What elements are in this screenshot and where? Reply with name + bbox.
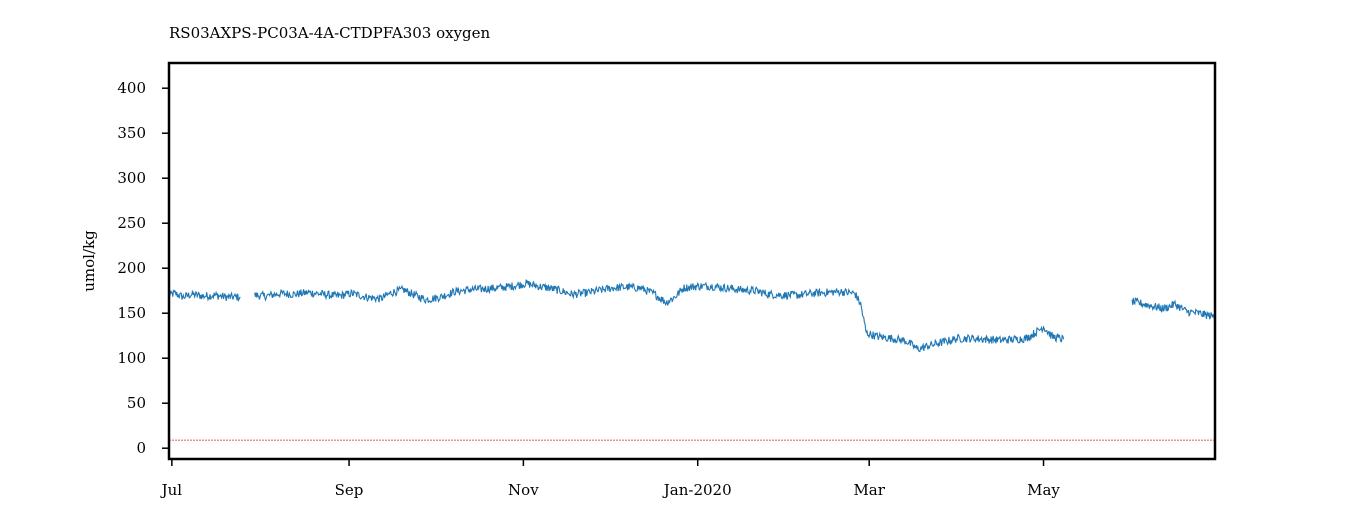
- y-axis-label: umol/kg: [80, 230, 98, 292]
- oxygen-series-line-segment-3: [1131, 297, 1216, 321]
- oxygen-series-line-segment-1: [168, 288, 241, 303]
- y-tick-label: 350: [117, 124, 146, 142]
- x-tick-label: Mar: [853, 481, 885, 499]
- plot-frame: [167, 61, 1217, 461]
- y-tick-label: 0: [136, 439, 146, 457]
- x-tick-label: Jul: [160, 481, 183, 499]
- y-tick-label: 200: [117, 259, 146, 277]
- y-tick-label: 400: [117, 79, 146, 97]
- chart-title: RS03AXPS-PC03A-4A-CTDPFA303 oxygen: [169, 24, 491, 42]
- y-tick-label: 50: [127, 394, 146, 412]
- y-tick-label: 300: [117, 169, 146, 187]
- x-tick-label: Jan-2020: [662, 481, 732, 499]
- oxygen-series-line-segment-2: [254, 279, 1065, 353]
- x-tick-label: Nov: [508, 481, 539, 499]
- y-tick-label: 150: [117, 304, 146, 322]
- y-tick-label: 100: [117, 349, 146, 367]
- axes: 0 50 100 150 200 250 300 350 400 Jul Sep Nov Jan-202…: [117, 61, 1217, 499]
- x-tick-label: Sep: [335, 481, 364, 499]
- x-tick-label: May: [1027, 481, 1060, 499]
- y-tick-label: 250: [117, 214, 146, 232]
- plot-area: [168, 279, 1216, 441]
